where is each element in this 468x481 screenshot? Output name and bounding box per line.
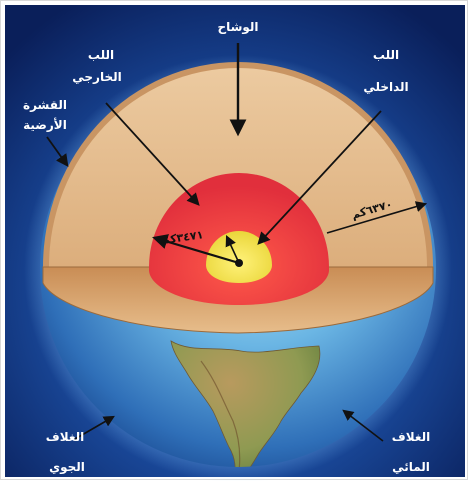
atmosphere-pointer <box>74 415 115 440</box>
outer-core-label-2: الخارجي <box>72 70 121 84</box>
atmosphere-label-1: الغلاف <box>46 430 84 444</box>
outer-core-label-1: اللب <box>88 48 114 62</box>
outer-core-pointer <box>105 102 200 206</box>
inner-core-label-2: الداخلي <box>363 80 408 94</box>
hydrosphere-label-1: الغلاف <box>392 430 430 444</box>
hydrosphere-label-2: المائي <box>392 460 430 474</box>
inner-core-radius-line <box>225 234 240 264</box>
inner-core-pointer <box>257 110 382 245</box>
earth-radius-line <box>326 201 428 234</box>
inner-core <box>206 231 272 283</box>
atmosphere-label-2: الجوي <box>49 460 85 475</box>
hydrosphere-pointer <box>342 409 384 442</box>
mantle-layer <box>49 68 427 267</box>
core-radius-line <box>152 234 240 265</box>
landmass-ridge <box>200 360 241 467</box>
core-radius-text: ٣٤٧١كم <box>161 228 204 247</box>
inner-core-label-1: اللب <box>373 48 399 62</box>
crust-label-2: الأرضية <box>23 117 67 132</box>
south-america-landmass <box>170 340 321 467</box>
crust-label-1: القشرة <box>23 98 67 112</box>
mantle-label: الوشاح <box>217 20 258 35</box>
crust-pointer <box>46 136 69 168</box>
